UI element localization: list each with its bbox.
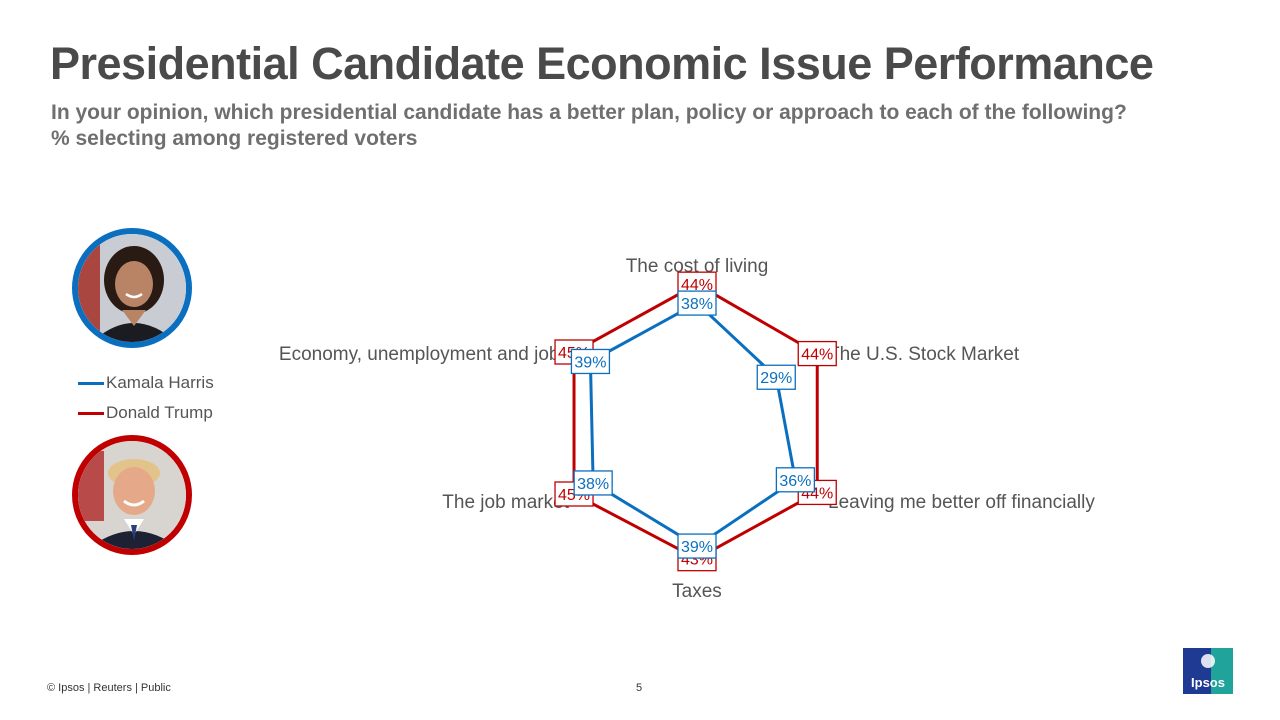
legend-label-trump: Donald Trump	[106, 403, 213, 422]
data-label-s0-1: 29%	[756, 364, 796, 390]
category-label-2: Leaving me better off financially	[828, 492, 1095, 513]
page-subtitle: In your opinion, which presidential cand…	[51, 100, 1127, 152]
category-label-4: The job market	[442, 492, 569, 513]
category-label-3: Taxes	[672, 581, 722, 602]
legend-swatch-red	[78, 411, 104, 415]
data-label-box	[573, 470, 613, 496]
data-label-text: 39%	[681, 539, 713, 556]
page-number: 5	[636, 682, 643, 694]
data-label-text: 36%	[779, 473, 811, 490]
trump-portrait-icon	[72, 435, 192, 555]
data-label-s0-4: 38%	[573, 470, 613, 496]
category-label-1: The U.S. Stock Market	[828, 344, 1020, 365]
data-label-text: 39%	[574, 354, 606, 371]
logo-text: Ipsos	[1191, 675, 1225, 690]
data-label-text: 44%	[681, 277, 713, 294]
chart-legend: Kamala Harris Donald Trump	[78, 368, 214, 428]
ipsos-logo-icon: Ipsos	[1183, 648, 1233, 694]
data-label-s0-5: 39%	[570, 348, 611, 375]
data-label-box	[756, 364, 796, 390]
category-label-0: The cost of living	[626, 256, 769, 277]
legend-item-trump: Donald Trump	[78, 398, 214, 428]
data-label-text: 29%	[760, 370, 792, 387]
data-label-text: 38%	[681, 296, 713, 313]
data-label-s0-3: 39%	[677, 533, 717, 559]
legend-item-harris: Kamala Harris	[78, 368, 214, 398]
series-line-0	[588, 301, 797, 548]
data-label-text: 44%	[801, 347, 833, 364]
data-label-s0-2: 36%	[775, 467, 816, 493]
series-line-1	[572, 282, 819, 561]
footer-source: © Ipsos | Reuters | Public	[47, 682, 171, 694]
data-label-text: 38%	[577, 476, 609, 493]
data-label-box	[775, 467, 816, 493]
data-label-box	[677, 533, 717, 559]
harris-portrait-icon	[72, 228, 192, 348]
subtitle-base: % selecting among registered voters	[51, 127, 418, 150]
data-label-box	[677, 290, 717, 316]
legend-swatch-blue	[78, 381, 104, 385]
category-label-5: Economy, unemployment and jobs	[279, 344, 569, 365]
subtitle-question: In your opinion, which presidential cand…	[51, 101, 1127, 124]
data-label-s1-1: 44%	[797, 340, 837, 367]
page-title: Presidential Candidate Economic Issue Pe…	[50, 38, 1154, 89]
legend-label-harris: Kamala Harris	[106, 373, 214, 392]
data-label-s0-0: 38%	[677, 290, 717, 316]
data-label-box	[570, 348, 611, 375]
data-label-box	[797, 340, 837, 367]
